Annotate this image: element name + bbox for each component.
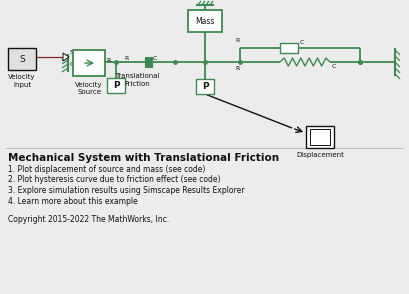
Text: 1. Plot displacement of source and mass (see code): 1. Plot displacement of source and mass …: [8, 165, 205, 174]
Text: Translational
Friction: Translational Friction: [115, 73, 159, 86]
Text: C: C: [300, 41, 304, 46]
Text: Displacement: Displacement: [296, 152, 344, 158]
Bar: [73, 50, 105, 76]
Bar: [306, 126, 334, 148]
Text: R: R: [236, 66, 240, 71]
Text: Copyright 2015-2022 The MathWorks, Inc.: Copyright 2015-2022 The MathWorks, Inc.: [8, 215, 169, 224]
Text: Mechanical System with Translational Friction: Mechanical System with Translational Fri…: [8, 153, 279, 163]
Text: S: S: [70, 51, 74, 56]
Polygon shape: [63, 53, 69, 61]
Bar: [188, 10, 222, 32]
Text: 4. Learn more about this example: 4. Learn more about this example: [8, 196, 138, 206]
Text: P: P: [202, 82, 208, 91]
Bar: [196, 79, 214, 94]
Text: Velocity
Source: Velocity Source: [75, 82, 103, 96]
Text: P: P: [113, 81, 119, 90]
Bar: [149, 57, 152, 67]
Text: R: R: [236, 38, 240, 43]
Text: C: C: [70, 63, 74, 68]
Bar: [145, 57, 148, 67]
Text: R: R: [106, 58, 110, 63]
Text: 2. Plot hysteresis curve due to friction effect (see code): 2. Plot hysteresis curve due to friction…: [8, 176, 220, 185]
Text: C: C: [332, 64, 336, 69]
Text: 3. Explore simulation results using Simscape Results Explorer: 3. Explore simulation results using Sims…: [8, 186, 245, 195]
Text: S: S: [19, 54, 25, 64]
Text: Velocity
Input: Velocity Input: [8, 74, 36, 88]
Text: C: C: [153, 56, 157, 61]
Bar: [310, 129, 330, 145]
Bar: [8, 48, 36, 70]
Bar: [107, 78, 125, 93]
Bar: [280, 43, 298, 53]
Text: R: R: [124, 56, 128, 61]
Text: Mass: Mass: [196, 16, 215, 26]
